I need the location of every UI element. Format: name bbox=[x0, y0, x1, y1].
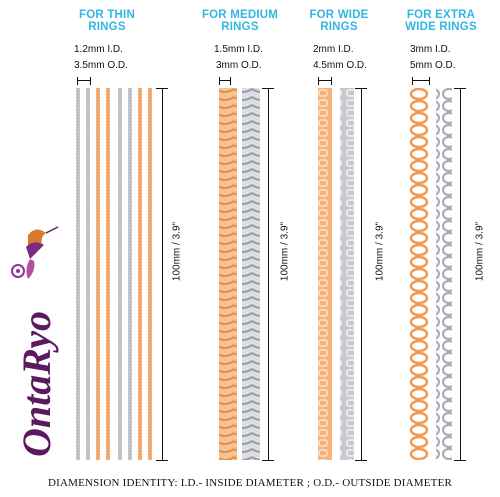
inside-diameter: 3mm I.D. bbox=[410, 44, 451, 55]
diameter-rule bbox=[77, 77, 91, 85]
svg-text:OntaRyo: OntaRyo bbox=[14, 311, 59, 457]
length-label: 100mm / 3.9" bbox=[171, 221, 183, 282]
length-tick-bottom bbox=[355, 460, 367, 461]
length-label: 100mm / 3.9" bbox=[279, 221, 291, 282]
group-title: FOR THIN RINGS bbox=[79, 9, 135, 33]
ring-adjuster-strips bbox=[409, 88, 452, 460]
length-line bbox=[460, 88, 461, 460]
length-line bbox=[361, 88, 362, 460]
length-line bbox=[162, 88, 163, 460]
length-tick-bottom bbox=[454, 460, 466, 461]
ring-adjuster-strips bbox=[318, 88, 354, 460]
diameter-rule bbox=[412, 77, 430, 85]
inside-diameter: 1.2mm I.D. bbox=[74, 44, 123, 55]
brand-logo: OntaRyo bbox=[11, 226, 59, 457]
ring-adjuster-strips bbox=[76, 88, 152, 460]
outside-diameter: 3.5mm O.D. bbox=[74, 60, 128, 71]
group-title: FOR EXTRA WIDE RINGS bbox=[405, 9, 477, 33]
diameter-rule bbox=[219, 77, 231, 85]
group-title: FOR MEDIUM RINGS bbox=[201, 9, 279, 33]
inside-diameter: 1.5mm I.D. bbox=[214, 44, 263, 55]
hummingbird-icon bbox=[11, 226, 59, 279]
inside-diameter: 2mm I.D. bbox=[313, 44, 354, 55]
group-title: FOR WIDE RINGS bbox=[309, 9, 369, 33]
outside-diameter: 4.5mm O.D. bbox=[313, 60, 367, 71]
outside-diameter: 5mm O.D. bbox=[410, 60, 456, 71]
length-line bbox=[268, 88, 269, 460]
length-tick-bottom bbox=[156, 460, 168, 461]
ring-adjuster-strips bbox=[219, 88, 260, 460]
outside-diameter: 3mm O.D. bbox=[216, 60, 262, 71]
footer-note: DIAMENSION IDENTITY: I.D.- INSIDE DIAMET… bbox=[47, 477, 453, 489]
length-label: 100mm / 3.9" bbox=[374, 221, 386, 282]
length-tick-bottom bbox=[262, 460, 274, 461]
length-label: 100mm / 3.9" bbox=[474, 221, 486, 282]
diameter-rule bbox=[318, 77, 332, 85]
